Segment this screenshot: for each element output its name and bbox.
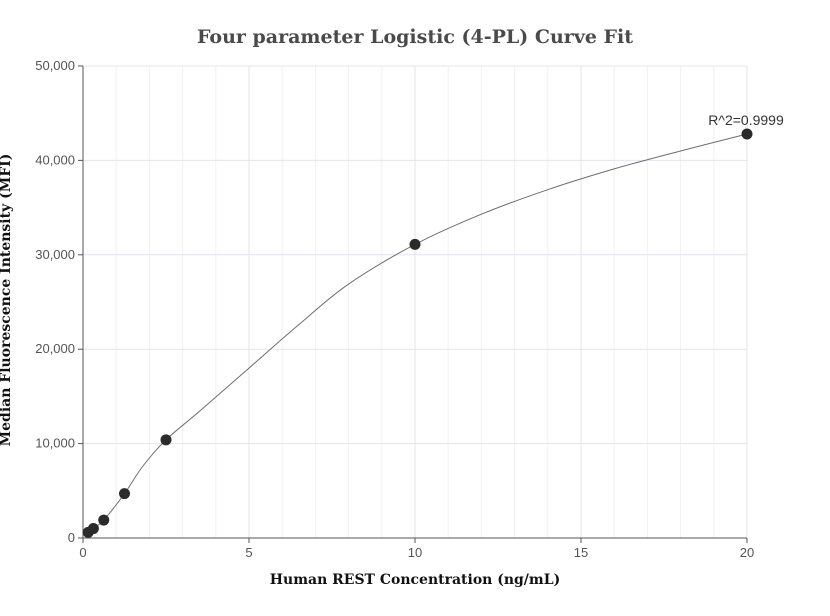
r-squared-label: R^2=0.9999 xyxy=(708,112,784,128)
x-tick-label: 0 xyxy=(79,545,86,560)
data-point xyxy=(409,238,421,250)
data-points xyxy=(82,128,753,538)
x-axis-title: Human REST Concentration (ng/mL) xyxy=(270,572,560,588)
axes xyxy=(78,65,748,543)
minor-gridlines xyxy=(115,66,715,538)
data-point xyxy=(160,434,172,446)
major-gridlines xyxy=(83,65,748,538)
y-tick-label: 0 xyxy=(68,530,75,545)
x-tick-label: 5 xyxy=(245,545,252,560)
x-tick-label: 15 xyxy=(574,545,588,560)
y-tick-label: 50,000 xyxy=(35,58,75,73)
y-axis-title: Median Fluorescence Intensity (MFI) xyxy=(0,154,14,447)
y-tick-label: 20,000 xyxy=(35,341,75,356)
fit-curve xyxy=(87,133,748,533)
data-point xyxy=(98,514,110,526)
y-tick-label: 40,000 xyxy=(35,152,75,167)
y-tick-label: 10,000 xyxy=(35,436,75,451)
y-tick-labels: 0 10,000 20,000 30,000 40,000 50,000 xyxy=(35,58,75,545)
x-tick-label: 20 xyxy=(740,545,754,560)
data-point xyxy=(741,128,753,140)
annotations: R^2=0.9999 xyxy=(708,112,784,128)
chart-title: Four parameter Logistic (4-PL) Curve Fit xyxy=(197,26,633,48)
data-point xyxy=(119,488,130,500)
data-point xyxy=(87,523,99,535)
y-tick-label: 30,000 xyxy=(35,247,75,262)
x-tick-labels: 0 5 10 15 20 xyxy=(79,545,754,560)
x-tick-label: 10 xyxy=(408,545,422,560)
